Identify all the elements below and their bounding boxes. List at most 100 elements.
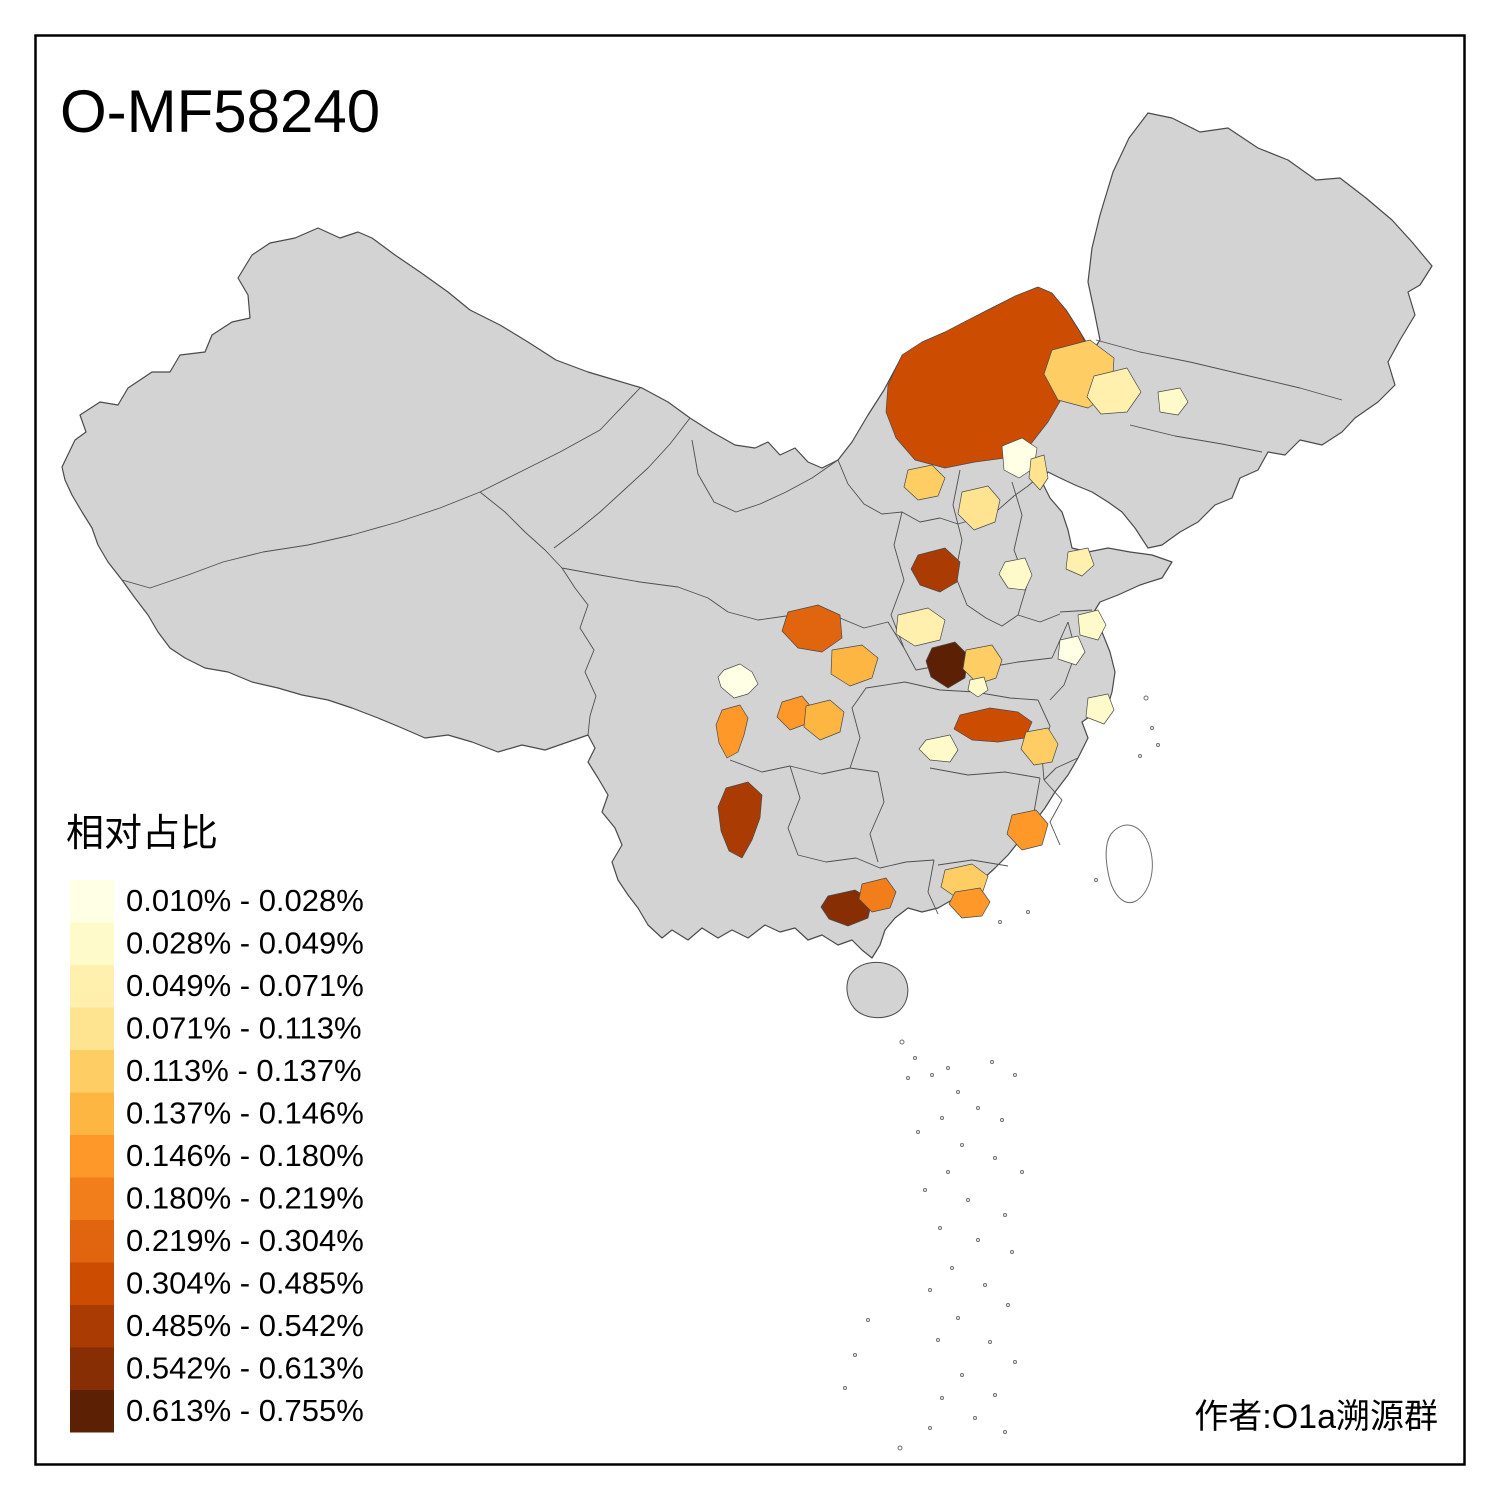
legend-title: 相对占比 bbox=[66, 813, 218, 855]
island-speck-40 bbox=[993, 1393, 997, 1397]
legend-label-3: 0.049% - 0.071% bbox=[126, 968, 364, 1003]
map-region-r10 bbox=[998, 557, 1033, 591]
island-speck-9 bbox=[913, 1056, 917, 1060]
island-speck-25 bbox=[966, 1198, 970, 1202]
island-speck-10 bbox=[930, 1073, 934, 1077]
island-speck-35 bbox=[936, 1338, 940, 1342]
legend-label-10: 0.304% - 0.485% bbox=[126, 1266, 364, 1301]
island-speck-19 bbox=[916, 1130, 920, 1134]
legend-label-7: 0.146% - 0.180% bbox=[126, 1138, 364, 1173]
highlighted-regions bbox=[715, 286, 1189, 927]
map-region-r7 bbox=[903, 464, 946, 501]
island-speck-6 bbox=[998, 920, 1002, 924]
island-speck-31 bbox=[928, 1288, 932, 1292]
island-speck-18 bbox=[940, 1116, 944, 1120]
page-title: O-MF58240 bbox=[60, 78, 380, 145]
legend-label-12: 0.542% - 0.613% bbox=[126, 1351, 364, 1386]
island-speck-12 bbox=[946, 1066, 950, 1070]
island-speck-28 bbox=[976, 1238, 980, 1242]
map-region-r28 bbox=[717, 781, 763, 859]
legend-label-11: 0.485% - 0.542% bbox=[126, 1308, 364, 1343]
map-region-r12 bbox=[1077, 609, 1107, 641]
legend-label-4: 0.071% - 0.113% bbox=[126, 1011, 362, 1046]
map-region-r21 bbox=[717, 663, 759, 699]
mainland-china-shape bbox=[61, 112, 1433, 959]
island-speck-32 bbox=[983, 1283, 987, 1287]
map-region-r29 bbox=[1006, 809, 1049, 851]
island-speck-21 bbox=[993, 1156, 997, 1160]
island-speck-5 bbox=[1094, 878, 1098, 882]
island-speck-24 bbox=[923, 1188, 927, 1192]
island-speck-30 bbox=[950, 1266, 954, 1270]
island-speck-34 bbox=[956, 1316, 960, 1320]
island-speck-13 bbox=[990, 1060, 994, 1064]
legend-swatch-11 bbox=[70, 1305, 114, 1348]
island-speck-23 bbox=[946, 1170, 950, 1174]
legend-swatch-9 bbox=[70, 1220, 114, 1263]
map-region-r3 bbox=[1086, 367, 1142, 415]
map-region-r19 bbox=[962, 644, 1003, 685]
island-speck-8 bbox=[899, 1039, 905, 1045]
legend-label-1: 0.010% - 0.028% bbox=[126, 883, 364, 918]
island-speck-2 bbox=[1150, 726, 1154, 730]
island-speck-20 bbox=[960, 1143, 964, 1147]
island-speck-43 bbox=[928, 1426, 932, 1430]
legend-swatch-10 bbox=[70, 1262, 114, 1305]
island-speck-16 bbox=[976, 1106, 980, 1110]
legend-items: 0.010% - 0.028% 0.028% - 0.049% 0.049% - 0… bbox=[70, 880, 364, 1433]
map-region-r26 bbox=[1020, 727, 1059, 766]
legend: 相对占比 0.010% - 0.028% 0.028% - 0.049% 0.049… bbox=[66, 813, 364, 1433]
legend-swatch-5 bbox=[70, 1050, 114, 1093]
island-speck-11 bbox=[906, 1076, 910, 1080]
island-speck-22 bbox=[1020, 1170, 1024, 1174]
attribution: 作者:O1a溯源群 bbox=[1194, 1398, 1438, 1436]
map-region-r27 bbox=[918, 734, 959, 763]
map-region-r31 bbox=[948, 887, 991, 919]
legend-swatch-2 bbox=[70, 922, 114, 965]
plot-border bbox=[34, 34, 1466, 1466]
island-speck-42 bbox=[1003, 1430, 1007, 1434]
map-region-r4 bbox=[1157, 387, 1189, 416]
map-region-r8 bbox=[957, 485, 1001, 531]
legend-swatch-13 bbox=[70, 1390, 114, 1433]
map-region-r11 bbox=[1065, 547, 1095, 577]
map-region-r17 bbox=[895, 607, 946, 647]
map-region-r6 bbox=[1028, 454, 1049, 491]
island-speck-14 bbox=[1013, 1073, 1017, 1077]
legend-label-6: 0.137% - 0.146% bbox=[126, 1096, 364, 1131]
island-speck-36 bbox=[988, 1340, 992, 1344]
map-region-r18 bbox=[925, 641, 969, 689]
map-region-r13 bbox=[1057, 635, 1086, 666]
island-speck-38 bbox=[960, 1373, 964, 1377]
legend-swatch-8 bbox=[70, 1177, 114, 1220]
legend-swatch-12 bbox=[70, 1347, 114, 1390]
map-region-r9 bbox=[910, 547, 961, 593]
taiwan-island bbox=[1105, 824, 1153, 903]
island-speck-39 bbox=[940, 1396, 944, 1400]
island-speck-17 bbox=[1000, 1118, 1004, 1122]
legend-label-2: 0.028% - 0.049% bbox=[126, 926, 364, 961]
island-speck-41 bbox=[973, 1416, 977, 1420]
map-region-r14 bbox=[1085, 693, 1115, 725]
legend-label-5: 0.113% - 0.137% bbox=[126, 1053, 362, 1088]
island-speck-45 bbox=[866, 1318, 870, 1322]
island-speck-15 bbox=[956, 1090, 960, 1094]
legend-label-13: 0.613% - 0.755% bbox=[126, 1393, 364, 1428]
island-speck-33 bbox=[1006, 1303, 1010, 1307]
island-speck-3 bbox=[1138, 754, 1142, 758]
map-region-r20 bbox=[967, 676, 989, 698]
map-region-r15 bbox=[781, 604, 843, 653]
island-speck-46 bbox=[853, 1353, 857, 1357]
legend-label-8: 0.180% - 0.219% bbox=[126, 1181, 364, 1216]
legend-label-9: 0.219% - 0.304% bbox=[126, 1223, 364, 1258]
map-region-r23 bbox=[803, 699, 845, 741]
legend-swatch-7 bbox=[70, 1135, 114, 1178]
island-speck-26 bbox=[1003, 1213, 1007, 1217]
south-china-sea-islands bbox=[843, 695, 1160, 1451]
island-speck-4 bbox=[1156, 743, 1160, 747]
legend-swatch-1 bbox=[70, 880, 114, 923]
legend-swatch-4 bbox=[70, 1007, 114, 1050]
map-region-r16 bbox=[830, 644, 879, 687]
